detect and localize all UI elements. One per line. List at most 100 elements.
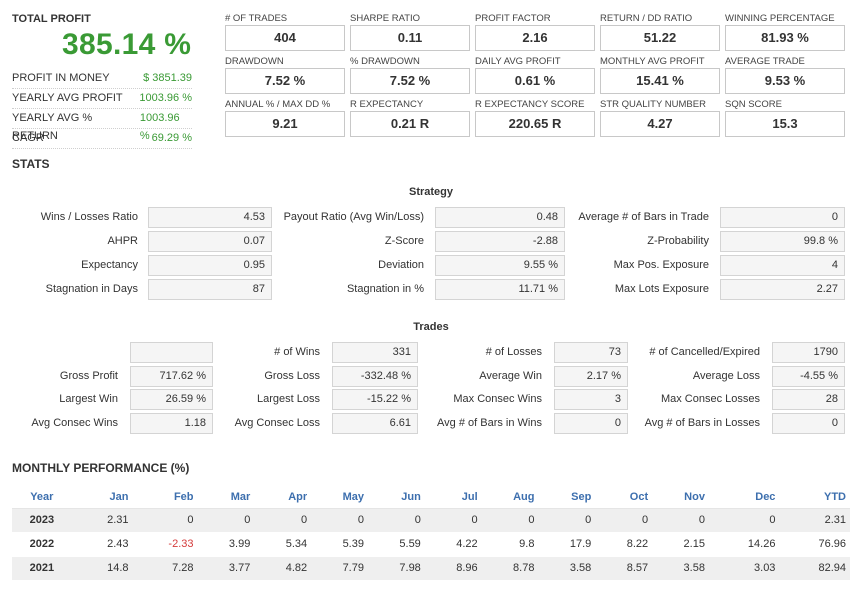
stat-value: 0.07 [148,231,272,252]
metric-card: DRAWDOWN 7.52 % [225,55,345,94]
summary-row-cagr: CAGR 69.29 % [12,129,192,149]
monthly-value-cell: 2.31 [779,508,850,533]
metric-grid: # OF TRADES 404 SHARPE RATIO 0.11 PROFIT FAC… [225,12,855,137]
stat-value: 9.55 % [435,255,565,276]
monthly-value-cell: 5.39 [311,532,368,557]
monthly-value-cell: 0 [538,508,596,533]
summary-row-value: 1003.96 % [139,92,192,104]
metric-card: R EXPECTANCY SCORE 220.65 R [475,98,595,137]
stat-label: Max Pos. Exposure [613,259,709,271]
monthly-value-cell: 0 [367,508,425,533]
metric-value: 7.52 % [225,68,345,94]
stat-value [130,342,213,363]
metric-card: AVERAGE TRADE 9.53 % [725,55,845,94]
metric-value: 81.93 % [725,25,845,51]
stat-label: Average Win [479,369,542,382]
summary-row-label: YEARLY AVG % RETURN [12,112,93,142]
stat-label: Payout Ratio (Avg Win/Loss) [283,211,424,223]
monthly-header-may: May [311,486,368,509]
stat-label: Stagnation in Days [45,283,138,295]
monthly-value-cell: 5.59 [367,532,425,557]
monthly-value-cell: 0 [708,508,780,533]
stat-value: 2.17 % [554,365,628,387]
metric-card: SHARPE RATIO 0.11 [350,12,470,51]
stat-value: 11.71 % [435,279,565,300]
stat-label: Z-Probability [647,235,709,247]
summary-row-yearly-avg-return: YEARLY AVG % RETURN 1003.96 % [12,109,192,142]
stat-label: Stagnation in % [346,283,424,295]
metric-label: PROFIT FACTOR [475,13,551,24]
metric-label: DAILY AVG PROFIT [475,56,561,67]
monthly-header-jun: Jun [367,486,425,509]
stat-label: Gross Profit [59,369,118,382]
metric-value: 51.22 [600,25,720,51]
monthly-header-feb: Feb [132,486,198,509]
monthly-header-oct: Oct [595,486,653,509]
metric-label: STR QUALITY NUMBER [600,99,706,110]
metric-label: RETURN / DD RATIO [600,13,693,24]
stat-label: Wins / Losses Ratio [40,211,138,223]
summary-rows: PROFIT IN MONEY $ 3851.39 YEARLY AVG PRO… [12,69,192,149]
metric-label: SHARPE RATIO [350,13,421,24]
stat-label: Z-Score [384,235,424,247]
metric-label: R EXPECTANCY SCORE [475,99,585,110]
stat-value: 87 [148,279,272,300]
stat-label: Gross Loss [264,369,320,382]
monthly-value-cell: 3.58 [652,556,709,581]
stats-title: STATS [12,157,50,171]
metric-label: AVERAGE TRADE [725,56,805,67]
monthly-header-jul: Jul [424,486,482,509]
metric-card: WINNING PERCENTAGE 81.93 % [725,12,845,51]
stat-value: 717.62 % [130,365,213,387]
stat-value: 1.18 [130,412,213,434]
metric-card: ANNUAL % / MAX DD % 9.21 [225,98,345,137]
stat-label: Max Consec Losses [660,393,760,405]
monthly-value-cell: 7.98 [367,556,425,581]
stat-label [10,342,118,363]
stat-value: 0.48 [435,207,565,228]
stat-label: Largest Loss [257,393,320,405]
metric-label: SQN SCORE [725,99,783,110]
monthly-row: 2022 2.43 -2.33 3.99 5.34 5.39 5.59 4.22 9.8 17.9… [12,532,850,557]
monthly-header-sep: Sep [538,486,596,509]
monthly-value-cell: 3.03 [708,556,780,581]
stat-label: Deviation [378,259,424,271]
monthly-row: 2021 14.8 7.28 3.77 4.82 7.79 7.98 8.96 8.78 3.58… [12,556,850,581]
monthly-header-aug: Aug [481,486,539,509]
stat-label: Average Loss [692,369,760,382]
metric-value: 4.27 [600,111,720,137]
summary-row-label: YEARLY AVG PROFIT [12,92,123,104]
stat-label: Average # of Bars in Trade [578,211,709,223]
stat-value: -2.88 [435,231,565,252]
summary-row-label: PROFIT IN MONEY [12,72,110,84]
metric-value: 7.52 % [350,68,470,94]
monthly-header-nov: Nov [652,486,709,509]
stat-label: # of Losses [485,346,542,358]
metric-card: SQN SCORE 15.3 [725,98,845,137]
strategy-title: Strategy [408,186,454,198]
monthly-value-cell: 5.34 [254,532,312,557]
stat-label: Expectancy [81,259,138,271]
stat-value: 26.59 % [130,389,213,410]
stat-value: 6.61 [332,412,418,434]
monthly-value-cell: 8.57 [595,556,653,581]
monthly-value-cell: 0 [595,508,653,533]
stat-value: 99.8 % [720,231,845,252]
stat-label: Avg Consec Wins [31,416,118,429]
metric-value: 404 [225,25,345,51]
stat-value: 2.27 [720,279,845,300]
monthly-value-cell: 0 [652,508,709,533]
monthly-year-cell: 2023 [12,508,76,533]
monthly-value-cell: 82.94 [779,556,850,581]
stat-label: Max Consec Wins [453,393,542,405]
stat-label: Avg Consec Loss [234,416,320,429]
monthly-title: MONTHLY PERFORMANCE (%) [12,461,190,475]
stat-value: 3 [554,389,628,410]
monthly-value-cell: 0 [132,508,198,533]
stat-value: 0 [720,207,845,228]
metric-card: STR QUALITY NUMBER 4.27 [600,98,720,137]
monthly-value-cell: 8.78 [481,556,539,581]
metric-value: 0.11 [350,25,470,51]
stat-label: # of Cancelled/Expired [649,346,760,358]
monthly-value-cell: 17.9 [538,532,596,557]
